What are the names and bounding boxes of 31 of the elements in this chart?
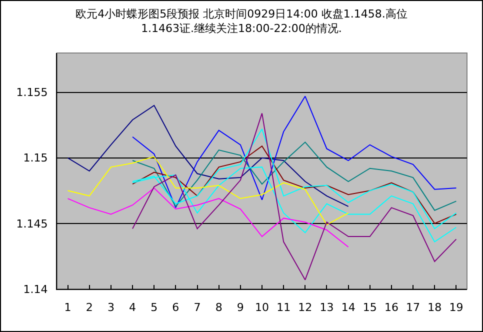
x-tick-label: 1 xyxy=(64,301,72,314)
line-series xyxy=(67,156,349,226)
x-tick-label: 6 xyxy=(172,301,180,314)
line-series xyxy=(67,188,349,248)
line-series xyxy=(132,112,457,280)
line-series xyxy=(132,142,457,211)
y-tick-label: 1.15 xyxy=(23,152,48,165)
x-tick-label: 17 xyxy=(406,301,420,314)
x-tick-label: 15 xyxy=(362,301,377,314)
y-tick-label: 1.145 xyxy=(16,217,48,230)
x-tick-label: 12 xyxy=(298,301,312,314)
chart-title: 欧元4小时蝶形图5段预报 北京时间0929日14:00 收盘1.1458.高位 1.1463证.继续关注18:00-22:00的情况. xyxy=(76,8,408,35)
x-tick-label: 9 xyxy=(236,301,244,314)
line-series xyxy=(67,104,349,207)
x-tick-label: 14 xyxy=(341,301,356,314)
line-series xyxy=(132,146,457,224)
x-tick-label: 10 xyxy=(255,301,269,314)
x-tick-label: 5 xyxy=(150,301,158,314)
x-tick-label: 8 xyxy=(215,301,222,314)
x-tick-label: 7 xyxy=(194,301,201,314)
x-tick-label: 16 xyxy=(384,301,398,314)
x-tick-label: 11 xyxy=(276,301,291,314)
x-tick-label: 19 xyxy=(449,301,464,314)
line-series xyxy=(132,96,457,208)
y-tick-label: 1.155 xyxy=(16,86,48,100)
x-tick-label: 4 xyxy=(129,301,136,314)
x-tick-label: 2 xyxy=(86,301,93,314)
y-tick-label: 1.14 xyxy=(23,282,48,296)
x-tick-label: 13 xyxy=(320,301,334,314)
x-tick-label: 3 xyxy=(107,301,114,314)
x-tick-label: 18 xyxy=(428,301,442,314)
